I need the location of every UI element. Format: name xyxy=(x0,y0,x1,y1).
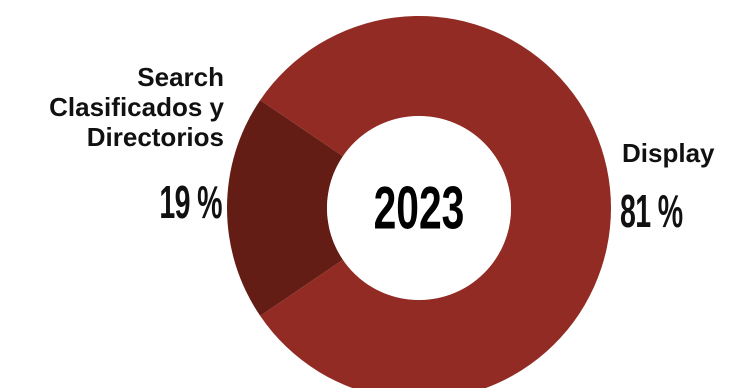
donut-slice-search xyxy=(227,100,343,316)
center-year-label: 2023 xyxy=(374,175,465,242)
slice-value-display: 81 % xyxy=(620,185,683,237)
slice-label-search: Search Clasificados y Directorios xyxy=(49,62,224,152)
donut-hole xyxy=(327,116,511,300)
slice-value-search: 19 % xyxy=(159,176,222,228)
donut-slice-display xyxy=(260,16,611,388)
slice-label-display: Display xyxy=(622,138,715,168)
